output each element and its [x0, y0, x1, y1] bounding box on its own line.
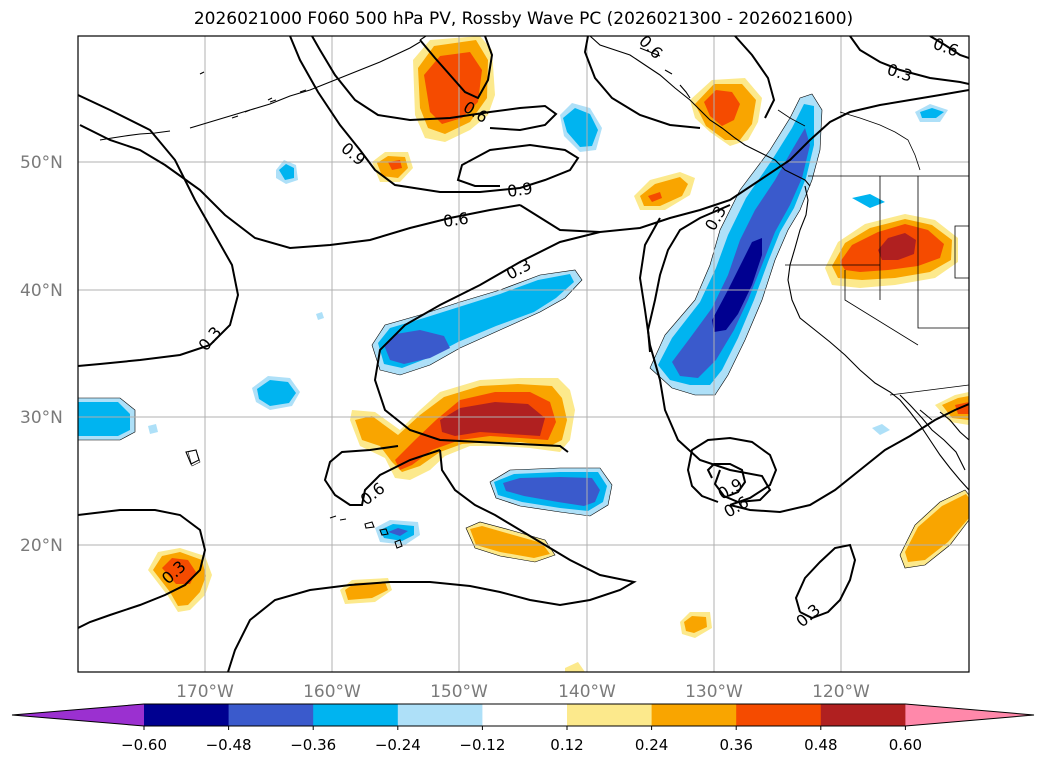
lon-label: 160°W — [303, 682, 361, 702]
map-content: 0.6 0.9 0.9 0.6 0.3 0.3 0.6 0.3 0.6 0.3 … — [78, 36, 969, 672]
colorbar-tick-label: −0.12 — [459, 736, 505, 754]
contour-label: 0.6 — [442, 209, 470, 231]
colorbar-segment — [228, 704, 314, 726]
negative-anomaly-small-8 — [852, 194, 885, 208]
lon-label: 130°W — [685, 682, 743, 702]
colorbar-tick-label: 0.12 — [550, 736, 583, 754]
negative-anomaly-central — [372, 270, 582, 375]
contour-label: 0.9 — [506, 179, 534, 201]
positive-anomaly-central — [350, 378, 575, 480]
lon-label: 150°W — [430, 682, 488, 702]
colorbar: −0.60 −0.48 −0.36 −0.24 −0.12 0.12 0.24 0.36 0.4… — [11, 703, 1035, 754]
map-frame — [77, 35, 970, 673]
colorbar-tick-label: −0.48 — [206, 736, 252, 754]
latitude-labels: 50°N 40°N 30°N 20°N — [20, 153, 63, 556]
coastlines — [99, 36, 969, 549]
lat-label: 40°N — [20, 281, 63, 301]
graticule — [78, 36, 969, 672]
lat-label: 20°N — [20, 536, 63, 556]
colorbar-segment — [820, 704, 906, 726]
negative-anomaly-south-central — [490, 468, 612, 516]
colorbar-tick-label: 0.48 — [804, 736, 837, 754]
colorbar-segment — [397, 704, 483, 726]
positive-anomaly-gulf-alaska — [413, 36, 495, 142]
negative-anomaly-small-9 — [872, 424, 890, 435]
political-borders — [777, 109, 969, 396]
colorbar-segment — [144, 704, 230, 726]
positive-anomaly-bc-coast — [690, 78, 762, 146]
colorbar-segment — [736, 704, 822, 726]
contours — [78, 36, 969, 672]
colorbar-segment — [651, 704, 737, 726]
longitude-labels: 170°W 160°W 150°W 140°W 130°W 120°W — [176, 682, 870, 702]
colorbar-segment — [313, 704, 399, 726]
colorbar-tick-label: −0.60 — [121, 736, 167, 754]
lon-label: 120°W — [812, 682, 870, 702]
colorbar-tick-label: −0.24 — [375, 736, 421, 754]
colorbar-tick-label: 0.60 — [889, 736, 922, 754]
negative-anomaly-tiny — [148, 424, 158, 434]
colorbar-tick-label: 0.36 — [719, 736, 752, 754]
colorbar-tick-label: 0.24 — [635, 736, 668, 754]
positive-anomaly-southwest — [148, 548, 212, 612]
map-title: 2026021000 F060 500 hPa PV, Rossby Wave … — [193, 9, 854, 29]
shaded-fields — [78, 36, 969, 672]
colorbar-segment — [567, 704, 653, 726]
colorbar-extend-max — [905, 704, 1034, 726]
colorbar-tick-label: −0.36 — [290, 736, 336, 754]
negative-anomaly-west-coast — [650, 94, 822, 395]
colorbar-segment — [482, 704, 568, 726]
colorbar-extend-min — [12, 704, 144, 726]
negative-anomaly-tiny-2 — [316, 312, 324, 320]
positive-anomaly-tiny — [565, 662, 585, 672]
map-area — [78, 36, 969, 672]
lon-label: 140°W — [558, 682, 616, 702]
lat-label: 50°N — [20, 153, 63, 173]
lon-label: 170°W — [176, 682, 234, 702]
lat-label: 30°N — [20, 408, 63, 428]
